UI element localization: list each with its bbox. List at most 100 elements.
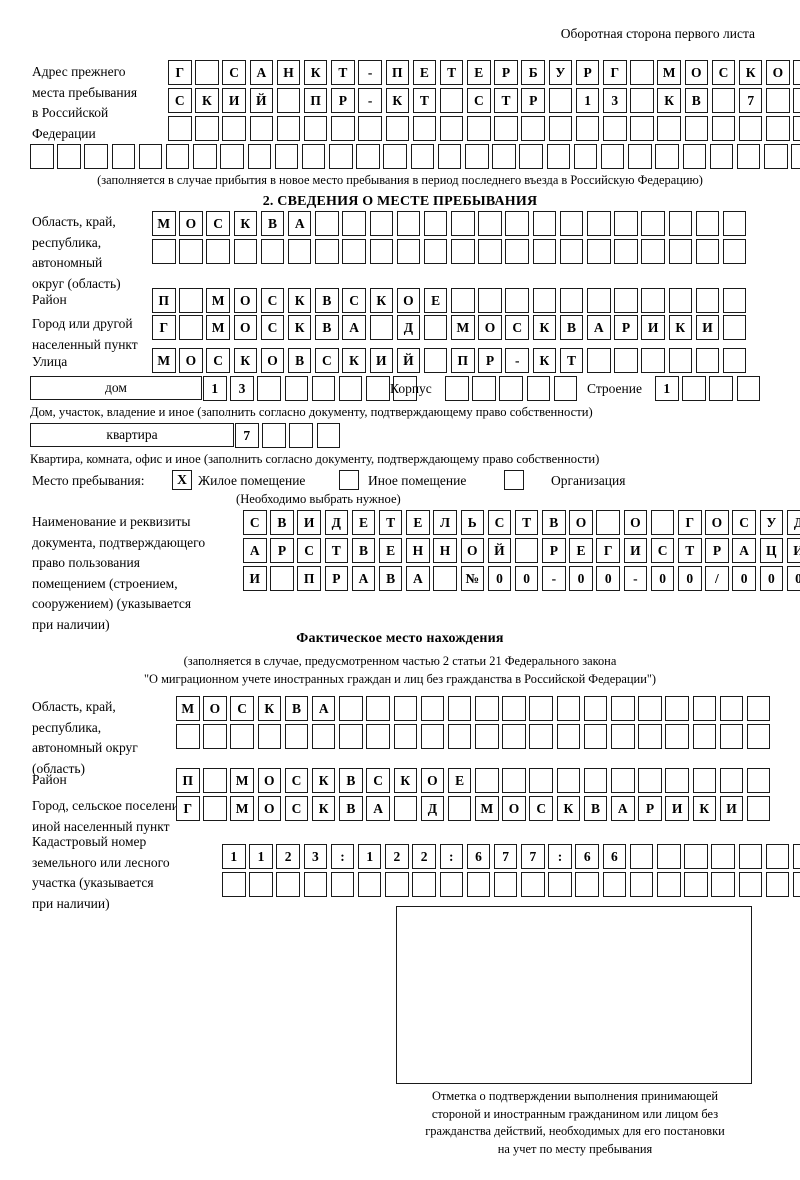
char-cell[interactable]: 1 bbox=[222, 844, 246, 869]
char-cell[interactable] bbox=[465, 144, 489, 169]
char-cell[interactable] bbox=[526, 376, 551, 401]
char-cell[interactable] bbox=[765, 872, 790, 897]
char-cell[interactable]: К bbox=[311, 768, 336, 793]
char-cell[interactable] bbox=[357, 872, 382, 897]
char-cell[interactable]: К bbox=[393, 768, 417, 793]
char-cell[interactable] bbox=[338, 376, 363, 401]
char-cell[interactable]: 0 bbox=[514, 566, 539, 591]
char-cell[interactable]: М bbox=[230, 796, 254, 821]
char-cell[interactable]: С bbox=[260, 288, 285, 313]
char-cell[interactable] bbox=[711, 872, 735, 897]
char-cell[interactable] bbox=[641, 348, 665, 373]
char-cell[interactable] bbox=[423, 211, 448, 236]
char-cell[interactable] bbox=[492, 144, 516, 169]
char-cell[interactable]: Л bbox=[433, 510, 457, 535]
char-cell[interactable] bbox=[260, 239, 285, 264]
char-cell[interactable]: 0 bbox=[487, 566, 512, 591]
char-cell[interactable]: : bbox=[330, 844, 355, 869]
char-cell[interactable] bbox=[466, 872, 491, 897]
char-cell[interactable] bbox=[719, 768, 744, 793]
char-cell[interactable] bbox=[630, 116, 654, 141]
char-cell[interactable]: П bbox=[385, 60, 409, 85]
char-cell[interactable]: М bbox=[206, 288, 230, 313]
char-cell[interactable] bbox=[695, 348, 720, 373]
char-cell[interactable]: 7 bbox=[738, 88, 763, 113]
char-cell[interactable]: О bbox=[257, 796, 282, 821]
char-cell[interactable]: К bbox=[369, 288, 393, 313]
char-cell[interactable]: А bbox=[587, 315, 611, 340]
char-cell[interactable]: Р bbox=[705, 538, 729, 563]
char-cell[interactable]: М bbox=[152, 348, 176, 373]
char-cell[interactable]: 7 bbox=[235, 423, 259, 448]
char-cell[interactable] bbox=[366, 376, 390, 401]
char-cell[interactable]: Р bbox=[575, 60, 600, 85]
char-cell[interactable]: В bbox=[583, 796, 608, 821]
char-cell[interactable]: К bbox=[287, 288, 312, 313]
char-cell[interactable] bbox=[765, 844, 790, 869]
char-cell[interactable] bbox=[330, 872, 355, 897]
char-cell[interactable] bbox=[478, 239, 502, 264]
char-cell[interactable]: 1 bbox=[575, 88, 600, 113]
char-cell[interactable]: О bbox=[684, 60, 709, 85]
char-cell[interactable]: О bbox=[420, 768, 445, 793]
char-cell[interactable]: Й bbox=[487, 538, 512, 563]
char-cell[interactable] bbox=[423, 315, 448, 340]
char-cell[interactable] bbox=[738, 116, 763, 141]
char-cell[interactable] bbox=[587, 211, 611, 236]
char-cell[interactable]: Р bbox=[270, 538, 294, 563]
char-cell[interactable]: Б bbox=[521, 60, 545, 85]
char-cell[interactable]: 1 bbox=[249, 844, 273, 869]
char-cell[interactable] bbox=[420, 696, 445, 721]
char-cell[interactable]: Р bbox=[324, 566, 349, 591]
char-cell[interactable] bbox=[657, 872, 681, 897]
char-cell[interactable] bbox=[493, 872, 518, 897]
prev-address-row-3[interactable] bbox=[168, 116, 800, 141]
char-cell[interactable] bbox=[451, 211, 475, 236]
char-cell[interactable] bbox=[711, 88, 736, 113]
char-cell[interactable] bbox=[502, 768, 526, 793]
char-cell[interactable] bbox=[766, 88, 790, 113]
char-cell[interactable]: К bbox=[342, 348, 366, 373]
char-cell[interactable] bbox=[316, 423, 341, 448]
char-cell[interactable]: О bbox=[260, 348, 285, 373]
char-cell[interactable] bbox=[423, 239, 448, 264]
char-cell[interactable] bbox=[284, 376, 309, 401]
char-cell[interactable] bbox=[792, 844, 800, 869]
char-cell[interactable]: Р bbox=[542, 538, 566, 563]
char-cell[interactable] bbox=[641, 239, 665, 264]
char-cell[interactable]: А bbox=[243, 538, 267, 563]
char-cell[interactable]: 6 bbox=[575, 844, 599, 869]
char-cell[interactable] bbox=[369, 315, 393, 340]
char-cell[interactable]: С bbox=[284, 796, 309, 821]
char-cell[interactable]: Т bbox=[494, 88, 518, 113]
char-cell[interactable]: С bbox=[342, 288, 366, 313]
char-cell[interactable]: Н bbox=[406, 538, 430, 563]
char-cell[interactable] bbox=[276, 88, 301, 113]
char-cell[interactable]: Н bbox=[433, 538, 457, 563]
char-cell[interactable]: Г bbox=[678, 510, 702, 535]
char-cell[interactable]: А bbox=[732, 538, 756, 563]
char-cell[interactable]: С bbox=[732, 510, 756, 535]
char-cell[interactable] bbox=[257, 724, 282, 749]
char-cell[interactable]: С bbox=[206, 348, 230, 373]
char-cell[interactable] bbox=[611, 696, 635, 721]
char-cell[interactable]: К bbox=[311, 796, 336, 821]
char-cell[interactable]: В bbox=[378, 566, 403, 591]
char-cell[interactable] bbox=[575, 116, 600, 141]
char-cell[interactable]: О bbox=[766, 60, 790, 85]
char-cell[interactable] bbox=[583, 696, 608, 721]
char-cell[interactable] bbox=[475, 696, 499, 721]
char-cell[interactable] bbox=[638, 724, 662, 749]
char-cell[interactable] bbox=[711, 116, 736, 141]
char-cell[interactable]: О bbox=[203, 696, 227, 721]
char-cell[interactable]: Е bbox=[569, 538, 593, 563]
char-cell[interactable]: Н bbox=[276, 60, 301, 85]
char-cell[interactable]: О bbox=[623, 510, 648, 535]
char-cell[interactable]: С bbox=[650, 538, 675, 563]
char-cell[interactable] bbox=[722, 211, 747, 236]
char-cell[interactable] bbox=[641, 211, 665, 236]
char-cell[interactable]: С bbox=[243, 510, 267, 535]
char-cell[interactable] bbox=[165, 144, 190, 169]
char-cell[interactable]: В bbox=[260, 211, 285, 236]
